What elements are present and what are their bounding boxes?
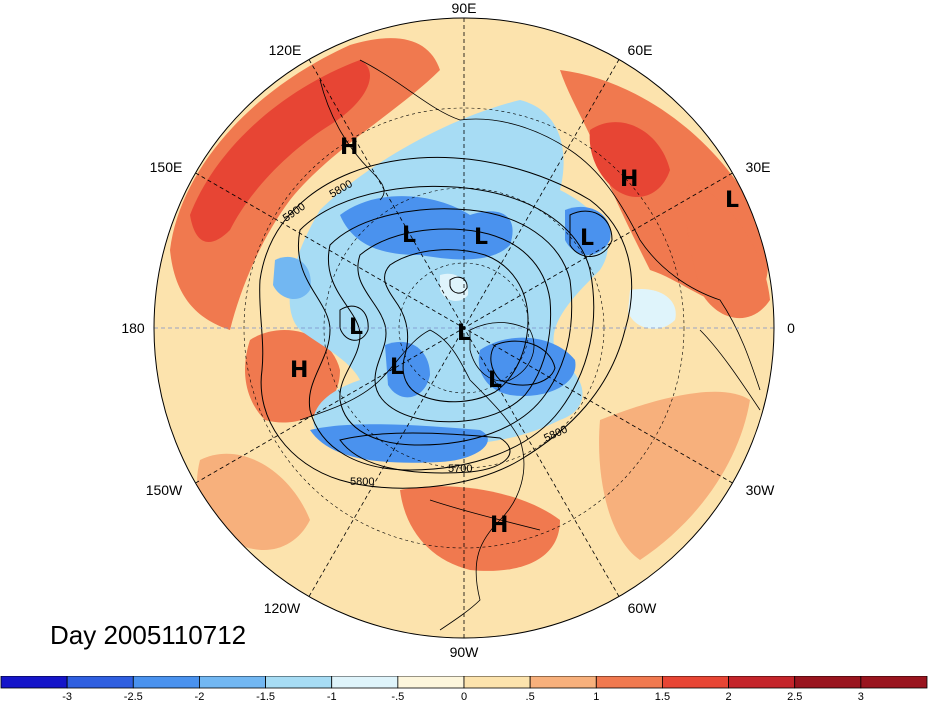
anomaly-field [154, 18, 774, 638]
colorbar-swatch [66, 676, 134, 689]
colorbar-swatch [199, 676, 266, 689]
contour-5900 [259, 156, 633, 489]
low-center-marker: L [474, 225, 488, 250]
low-center-marker: L [580, 226, 594, 251]
colorbar-tick-label: -.5 [391, 691, 404, 702]
colorbar-tick-label: -3 [62, 691, 72, 702]
colorbar-swatch [529, 676, 597, 689]
coast-africa [699, 329, 761, 411]
colorbar-swatch [794, 676, 862, 689]
anomaly-warm-pacific [245, 330, 340, 423]
colorbar-tick-label: 3 [858, 691, 864, 702]
contour-trough-canada [339, 432, 511, 474]
contour-inner-pole [449, 276, 468, 294]
colorbar-tick-label: 1.5 [655, 691, 670, 702]
colorbar-swatch [0, 676, 68, 689]
colorbar-swatch [265, 676, 333, 689]
high-center-marker: H [490, 513, 508, 538]
contour-inner-greenland [490, 340, 556, 386]
colorbar-swatch [860, 676, 928, 689]
low-center-marker: L [725, 188, 739, 213]
colorbar-tick-label: 2.5 [787, 691, 802, 702]
colorbar-swatch [331, 676, 399, 689]
anomaly-warm-caribbean [400, 486, 560, 571]
high-center-marker: H [340, 135, 358, 160]
coast-north-america [299, 329, 525, 631]
colorbar-swatches [0, 676, 928, 689]
anomaly-warm-asia [170, 38, 440, 331]
colorbar: -3 -2.5 -2 -1.5 -1 -.5 0 .5 1 1.5 2 2.5 3 [0, 676, 928, 702]
lon-label-120e: 120E [269, 42, 302, 58]
colorbar-swatch [397, 676, 465, 689]
colorbar-tick-label: 2 [726, 691, 732, 702]
anomaly-cool-scandinavia [565, 206, 611, 255]
colorbar-tick-label: 1 [593, 691, 599, 702]
low-center-marker: L [402, 223, 416, 248]
lon-label-150w: 150W [146, 482, 183, 498]
anomaly-warm-atlantic [599, 391, 750, 560]
contour-label: 5700 [448, 463, 472, 475]
lon-label-90e: 90E [452, 0, 477, 16]
lon-label-30w: 30W [746, 482, 776, 498]
coast-caribbean [429, 499, 541, 531]
colorbar-swatch [463, 676, 531, 689]
high-center-marker: H [620, 167, 638, 192]
low-center-marker: L [488, 368, 502, 393]
height-contours [259, 156, 633, 489]
colorbar-swatch [728, 676, 796, 689]
contour-inner-europe [569, 210, 613, 257]
anomaly-cool-siberia [340, 196, 513, 260]
map-boundary [153, 17, 775, 639]
coast-eurasia [359, 59, 761, 391]
lon-label-0: 0 [787, 320, 795, 336]
low-center-marker: L [457, 321, 471, 346]
colorbar-tick-label: .5 [526, 691, 535, 702]
anomaly-warm-ural [589, 122, 670, 197]
pressure-centers: H H L L L L L L L L H H [290, 135, 739, 538]
contour-5500 [384, 249, 529, 403]
longitude-labels: 90E 60E 30E 0 30W 60W 90W 120W 150W 180 … [121, 0, 795, 660]
colorbar-tick-label: -1 [327, 691, 337, 702]
anomaly-cool-alaska [385, 341, 430, 398]
colorbar-tick-label: 0 [461, 691, 467, 702]
high-center-marker: H [290, 358, 308, 383]
lon-label-60w: 60W [628, 600, 658, 616]
coastlines [299, 59, 761, 631]
latitude-circle-outer [243, 107, 685, 549]
colorbar-swatch [662, 676, 729, 689]
anomaly-light-arctic [440, 273, 469, 302]
anomaly-light-europe [628, 289, 676, 329]
contour-inner-alaska [339, 305, 369, 341]
colorbar-tick-label: -1.5 [256, 691, 275, 702]
colorbar-swatch [595, 676, 663, 689]
lon-label-60e: 60E [628, 42, 653, 58]
map-title: Day 2005110712 [50, 620, 247, 650]
colorbar-tick-labels: -3 -2.5 -2 -1.5 -1 -.5 0 .5 1 1.5 2 2.5 3 [62, 691, 864, 702]
lon-label-120w: 120W [264, 600, 301, 616]
contour-5600 [357, 228, 552, 423]
anomaly-cool-bering [273, 256, 311, 300]
lon-label-30e: 30E [746, 159, 771, 175]
lon-label-150e: 150E [150, 159, 183, 175]
low-center-marker: L [390, 355, 404, 380]
meridians [154, 18, 774, 638]
coast-greenland [469, 322, 535, 382]
colorbar-tick-label: -2.5 [124, 691, 143, 702]
colorbar-tick-label: -2 [195, 691, 205, 702]
anomaly-warm-east-asia-core [190, 60, 370, 242]
meridian-60w-120e [308, 59, 620, 597]
contour-5700 [327, 208, 573, 446]
lon-label-180: 180 [121, 320, 145, 336]
low-center-marker: L [349, 315, 363, 340]
contour-label: 5800 [350, 476, 374, 488]
colorbar-swatch [132, 676, 200, 689]
anomaly-warm-europe [685, 180, 770, 319]
contour-5800 [297, 185, 595, 471]
lon-label-90w: 90W [450, 644, 480, 660]
